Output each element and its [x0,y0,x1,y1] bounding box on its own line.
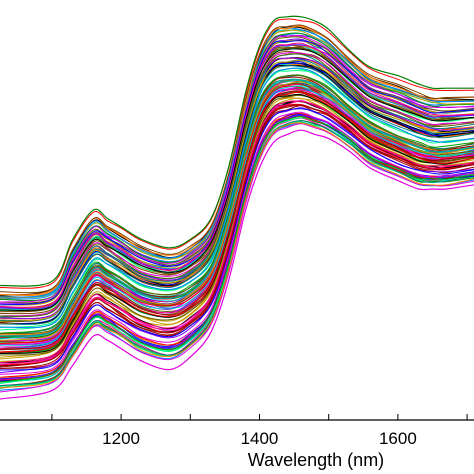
spectrum-line [0,90,474,351]
spectrum-envelope-line [0,78,474,337]
spectrum-line [0,42,474,308]
spectrum-line [0,81,474,341]
spectrum-line [0,24,474,294]
spectrum-line [0,85,474,346]
spectrum-line [0,53,474,317]
spectrum-line [0,35,474,303]
x-tick-label: 1600 [379,429,417,448]
spectrum-line [0,111,474,375]
spectrum-line [0,100,474,366]
spectrum-line [0,53,474,318]
spectrum-line [0,123,474,393]
spectrum-line [0,85,474,345]
spectrum-line [0,97,474,360]
spectrum-envelope-line [0,15,474,287]
spectrum-line [0,32,474,301]
spectrum-line [0,122,474,389]
spectrum-line [0,120,474,387]
spectrum-line [0,44,474,310]
spectrum-line [0,48,474,311]
spectrum-line [0,74,474,335]
spectrum-line [0,67,474,329]
spectrum-line [0,108,474,371]
spectrum-line [0,74,474,334]
spectrum-line [0,91,474,353]
spectrum-line [0,116,474,383]
x-tick-label: 1400 [241,429,279,448]
x-axis-title: Wavelength (nm) [248,450,384,470]
spectrum-line [0,65,474,325]
axis: 1200 1400 1600 [0,414,474,448]
spectrum-line [0,27,474,298]
spectrum-line [0,40,474,306]
x-tick-label: 1200 [102,429,140,448]
spectrum-line [0,60,474,322]
spectrum-envelope-line [0,129,474,400]
spectrum-line [0,104,474,368]
spectrum-line [0,83,474,343]
spectrum-line [0,18,474,289]
plot-area [0,15,474,400]
